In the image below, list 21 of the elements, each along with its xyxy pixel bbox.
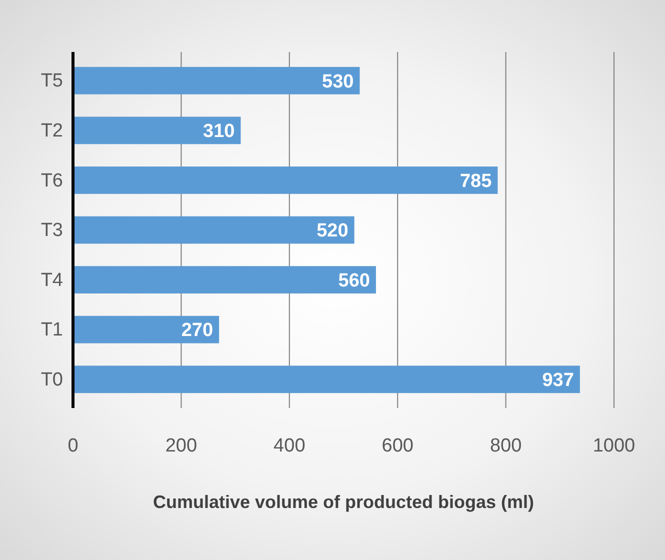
y-tick-label: T1 (40, 320, 63, 341)
data-label: 937 (542, 370, 574, 392)
y-tick-label: T3 (40, 220, 63, 242)
data-label: 310 (203, 121, 235, 142)
x-tick-label: 0 (68, 435, 78, 456)
x-tick-label: 800 (490, 435, 522, 456)
data-label: 530 (322, 71, 354, 92)
y-tick-label: T6 (40, 170, 63, 192)
data-label: 785 (460, 170, 492, 192)
x-axis-title: Cumulative volume of producted biogas (ml) (152, 492, 534, 512)
y-tick-label: T4 (40, 270, 64, 291)
data-label: 520 (316, 220, 348, 242)
data-label: 270 (181, 320, 214, 342)
y-tick-label: T5 (40, 70, 63, 92)
x-tick-label: 200 (165, 435, 198, 456)
x-tick-label: 600 (382, 435, 414, 456)
y-tick-label: T0 (40, 369, 63, 390)
data-label: 560 (338, 270, 370, 292)
x-tick-label: 1000 (592, 435, 636, 456)
x-tick-label: 400 (274, 435, 306, 456)
y-tick-label: T2 (40, 120, 63, 142)
